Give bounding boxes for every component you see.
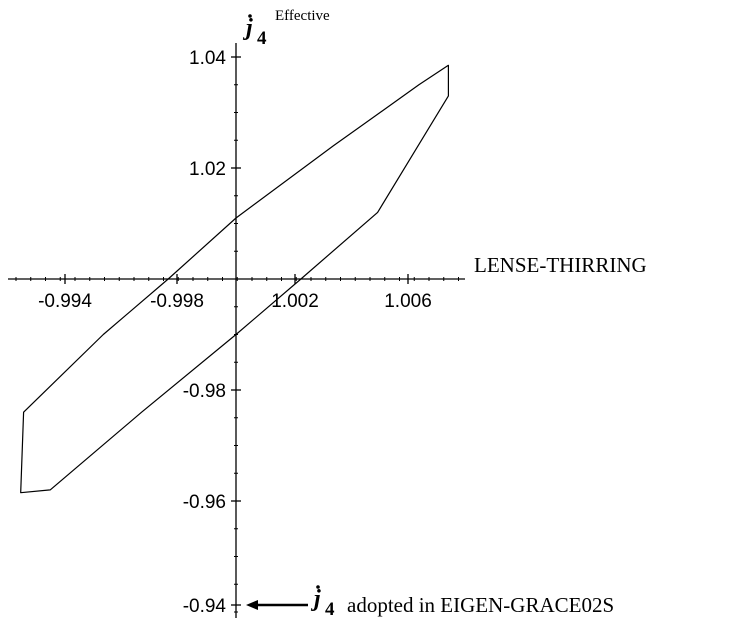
label-layer: LENSE-THIRRING j 4 Effective j 4 adopted… <box>242 8 647 620</box>
x-tick-label: 1.002 <box>271 291 319 312</box>
series-ellipse <box>20 64 449 494</box>
y-axis-label-superscript: Effective <box>275 8 330 24</box>
annotation-arrow <box>246 600 308 610</box>
x-tick-label: -0.998 <box>150 291 204 312</box>
y-tick-label: 1.04 <box>189 48 226 69</box>
x-tick-label: -0.994 <box>38 291 92 312</box>
y-tick-label: -0.96 <box>183 492 226 513</box>
y-tick-label: -0.98 <box>183 381 226 402</box>
y-axis-label-subscript: 4 <box>257 28 267 49</box>
axes <box>8 43 465 618</box>
y-tick-label: -0.94 <box>183 596 227 617</box>
annotation-subscript: 4 <box>325 599 335 620</box>
dot-accent <box>316 585 320 589</box>
ellipse-layer <box>20 64 449 494</box>
annotation-text: adopted in EIGEN-GRACE02S <box>347 593 614 617</box>
annotation-symbol: j <box>310 586 321 612</box>
y-tick-label: 1.02 <box>189 159 226 180</box>
tick-layer: -0.994 -0.998 1.002 1.006 1.04 1.02 -0.98 -0.96… <box>38 48 432 617</box>
y-axis-label-symbol: j <box>242 15 253 41</box>
x-tick-label: 1.006 <box>384 291 432 312</box>
x-axis-label: LENSE-THIRRING <box>474 253 647 277</box>
dot-accent <box>248 14 252 18</box>
